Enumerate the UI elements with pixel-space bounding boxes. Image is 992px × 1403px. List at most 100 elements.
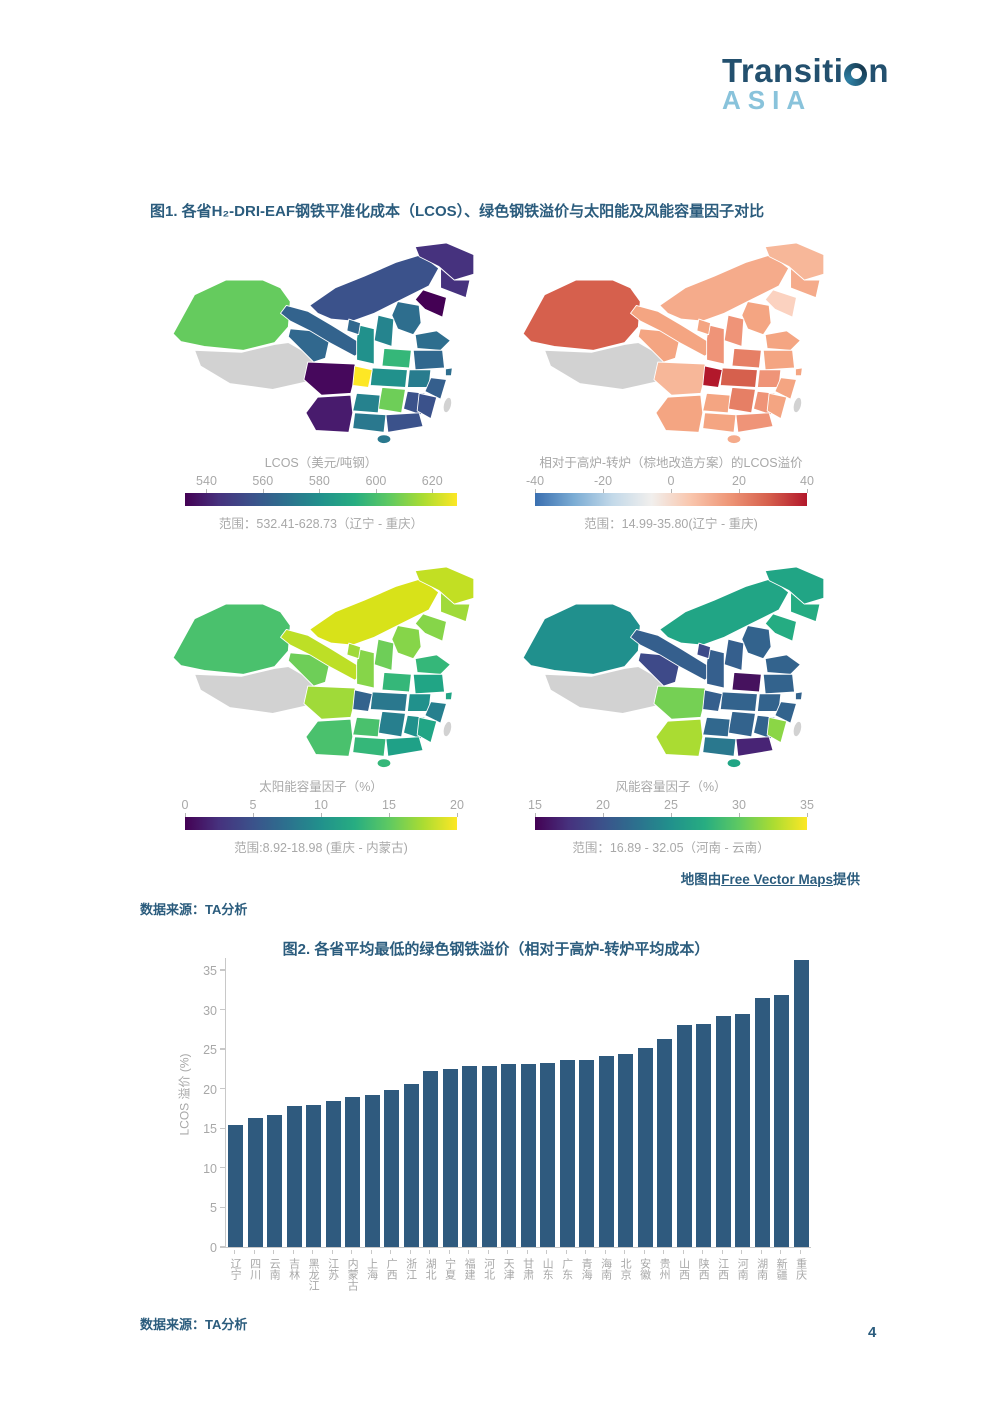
figure1-source: 数据来源：TA分析 bbox=[140, 902, 248, 917]
legend-wind: 风能容量因子（%） 15 20 25 30 35 范围：16.89 - 32.05（河南… bbox=[501, 776, 841, 856]
bar-slot bbox=[382, 1089, 402, 1247]
logo-subtitle: ASIA bbox=[722, 85, 813, 115]
region-hunan bbox=[727, 386, 756, 414]
bar bbox=[306, 1105, 322, 1247]
legend-tick-mark bbox=[253, 813, 254, 817]
bar-slot bbox=[246, 1118, 266, 1247]
bar-slot bbox=[480, 1065, 500, 1247]
region-hebei bbox=[740, 301, 772, 336]
y-tick-mark bbox=[220, 1127, 226, 1129]
bar bbox=[637, 1047, 653, 1247]
region-shaanxi bbox=[355, 648, 375, 689]
y-tick-label: 15 bbox=[203, 1122, 217, 1137]
legend-tick-labels: 540 560 580 600 620 bbox=[185, 474, 457, 488]
legend-tick-mark bbox=[603, 489, 604, 493]
bar bbox=[462, 1065, 478, 1247]
region-gansu bbox=[279, 628, 363, 681]
legend-tick-mark bbox=[432, 489, 434, 493]
x-tick: 山西 bbox=[674, 1250, 694, 1291]
legend-colorbar-wrap bbox=[185, 489, 457, 506]
bar-slot bbox=[597, 1056, 617, 1247]
region-taiwan bbox=[442, 396, 452, 414]
x-tick-label: 重庆 bbox=[794, 1258, 807, 1280]
x-tick-label: 山东 bbox=[541, 1258, 554, 1280]
bar bbox=[676, 1024, 692, 1247]
bar bbox=[228, 1125, 244, 1247]
region-jilin bbox=[439, 591, 470, 623]
bar-slot bbox=[753, 997, 773, 1247]
region-hainan bbox=[726, 758, 741, 768]
legend-title: 风能容量因子（%） bbox=[615, 780, 727, 794]
legend-tick-label: 600 bbox=[365, 474, 387, 488]
x-tick: 陕西 bbox=[693, 1250, 713, 1291]
region-innermongolia bbox=[658, 254, 789, 322]
figure1-maps-grid: LCOS（美元/吨钢） 540 560 580 600 620 范围：532.41-62… bbox=[146, 241, 846, 856]
legend-tick-mark bbox=[739, 813, 740, 817]
china-map-premium bbox=[514, 241, 829, 446]
region-shandong bbox=[414, 654, 451, 675]
region-guangdong bbox=[734, 412, 773, 433]
region-guangxi bbox=[701, 412, 736, 433]
region-liaoning bbox=[414, 613, 447, 642]
x-tick: 河北 bbox=[479, 1250, 499, 1291]
legend-tick-label: 540 bbox=[196, 474, 217, 488]
region-ningxia bbox=[345, 318, 361, 336]
region-yunnan bbox=[304, 718, 353, 757]
region-hubei bbox=[369, 367, 408, 388]
legend-colorbar bbox=[185, 493, 457, 506]
region-hebei bbox=[390, 625, 422, 660]
transition-asia-logo: Transiti n ASIA bbox=[722, 52, 942, 116]
bar bbox=[247, 1118, 263, 1247]
plot-area: 0 5 10 15 20 25 30 35 bbox=[203, 958, 811, 1255]
region-jilin bbox=[439, 267, 470, 299]
x-tick: 海南 bbox=[596, 1250, 616, 1291]
x-tick: 新疆 bbox=[771, 1250, 791, 1291]
legend-colorbar bbox=[185, 817, 457, 830]
region-heilongjiang bbox=[414, 242, 474, 281]
map-solar-cf: 太阳能容量因子（%） 0 5 10 15 20 范围:8.92-18.98 (重庆 - … bbox=[151, 565, 491, 856]
bar bbox=[696, 1023, 712, 1247]
region-taiwan bbox=[792, 720, 802, 738]
x-tick-label: 广西 bbox=[385, 1258, 398, 1280]
region-jiangsu bbox=[412, 673, 445, 695]
legend-tick-mark bbox=[319, 489, 321, 493]
x-tick-label: 福建 bbox=[463, 1258, 476, 1280]
region-zhejiang bbox=[424, 701, 447, 724]
free-vector-maps-link[interactable]: Free Vector Maps bbox=[721, 872, 833, 887]
legend-tick-label: 580 bbox=[308, 474, 330, 488]
x-tick-label: 贵州 bbox=[658, 1258, 671, 1280]
x-tick: 湖南 bbox=[752, 1250, 772, 1291]
x-tick: 浙江 bbox=[401, 1250, 421, 1291]
legend-range: 范围：16.89 - 32.05（河南 - 云南） bbox=[572, 841, 770, 855]
legend-colorbar bbox=[535, 817, 807, 830]
region-tibet bbox=[543, 342, 664, 390]
x-tick-label: 宁夏 bbox=[443, 1258, 456, 1280]
bar bbox=[481, 1065, 497, 1247]
legend-solar: 太阳能容量因子（%） 0 5 10 15 20 范围:8.92-18.98 (重庆 - … bbox=[151, 776, 491, 856]
x-tick-label: 甘肃 bbox=[521, 1258, 534, 1280]
region-ningxia bbox=[695, 642, 711, 660]
x-tick-label: 江西 bbox=[716, 1258, 729, 1280]
region-ningxia bbox=[695, 318, 711, 336]
legend-colorbar bbox=[535, 493, 807, 506]
legend-tick-label: 15 bbox=[382, 798, 396, 812]
y-tick-mark bbox=[220, 969, 226, 971]
region-shanghai bbox=[794, 691, 803, 701]
bar bbox=[442, 1068, 458, 1247]
legend-tick-mark bbox=[535, 813, 536, 817]
region-hunan bbox=[377, 386, 406, 414]
region-guangxi bbox=[351, 736, 386, 757]
region-shandong bbox=[764, 330, 801, 351]
region-sichuan bbox=[302, 685, 357, 720]
logo-swirl-icon bbox=[844, 62, 868, 86]
x-tick: 河南 bbox=[732, 1250, 752, 1291]
region-sichuan bbox=[652, 685, 707, 720]
legend-colorbar-wrap bbox=[535, 489, 808, 506]
region-shanxi bbox=[723, 638, 744, 671]
x-tick-label: 上海 bbox=[365, 1258, 378, 1280]
region-hubei bbox=[719, 691, 758, 712]
x-tick: 广东 bbox=[557, 1250, 577, 1291]
legend-range: 范围:8.92-18.98 (重庆 - 内蒙古) bbox=[234, 841, 408, 855]
region-innermongolia bbox=[308, 254, 439, 322]
region-fujian bbox=[416, 716, 437, 744]
